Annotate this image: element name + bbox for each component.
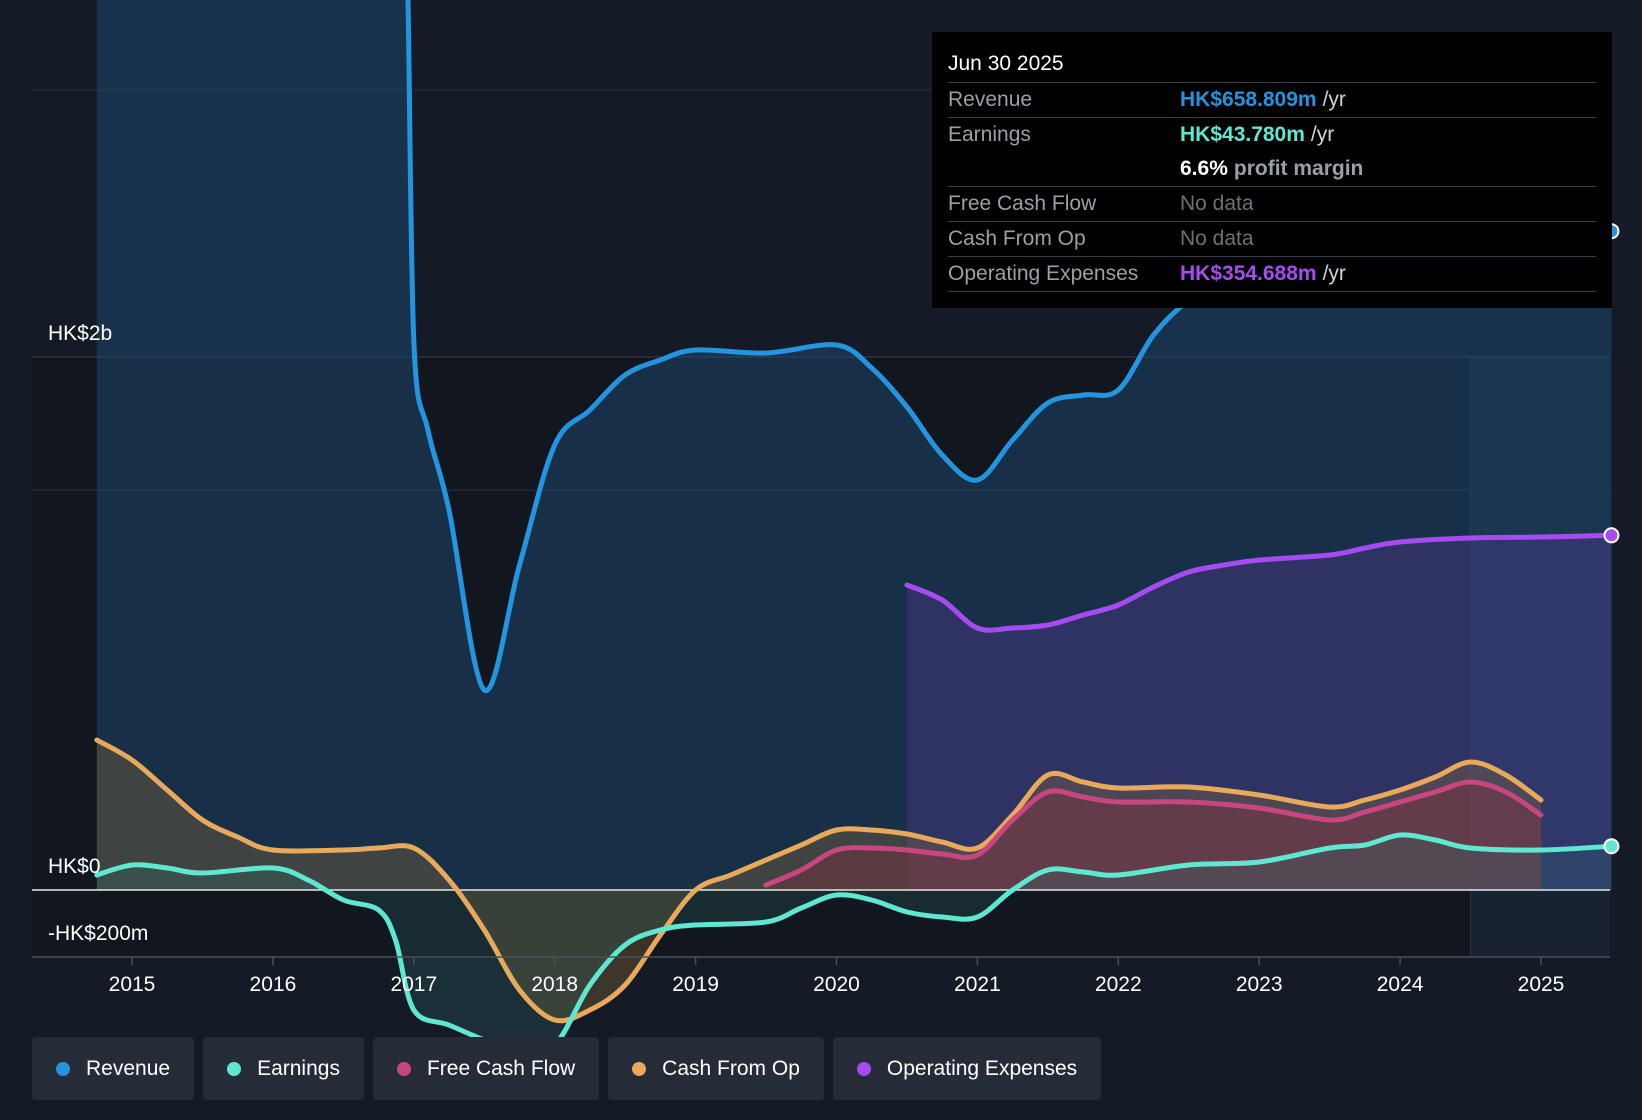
earnings-area [96, 834, 1612, 1037]
x-tick-label: 2015 [109, 973, 156, 996]
legend-label-fcf: Free Cash Flow [426, 1056, 576, 1080]
legend-item-cfo[interactable]: Cash From Op [608, 1037, 824, 1100]
fcf-area [766, 782, 1541, 890]
cfo-area [96, 740, 1541, 1021]
x-tick-label: 2022 [1095, 973, 1142, 996]
legend-label-opex: Operating Expenses [886, 1056, 1078, 1080]
financial-chart: 2015 2016 2017 2018 2019 2020 2021 2022 2023 2024… [32, 0, 1620, 1037]
x-tick-label: 2019 [672, 973, 719, 996]
tooltip-margin-label: profit margin [1233, 157, 1364, 180]
legend-dot-revenue-icon [56, 1061, 70, 1076]
tooltip-row-revenue: Revenue HK$658.809m /yr [948, 83, 1596, 118]
x-tick-label: 2021 [954, 973, 1001, 996]
tooltip-value-revenue: HK$658.809m [1180, 88, 1317, 111]
legend-label-earnings: Earnings [257, 1056, 340, 1080]
legend-dot-cfo-icon [632, 1061, 647, 1076]
tooltip-label-opex: Operating Expenses [948, 262, 1139, 285]
opex-end-point [1603, 527, 1620, 544]
tooltip-label-cfo: Cash From Op [948, 227, 1086, 250]
opex-area [907, 535, 1612, 890]
tooltip-date: Jun 30 2025 [948, 46, 1596, 83]
legend-item-revenue[interactable]: Revenue [32, 1037, 195, 1100]
tooltip-row-earnings: Earnings HK$43.780m /yr [948, 118, 1596, 152]
y-label-top: HK$2b [48, 322, 112, 345]
tooltip-row-cfo: Cash From Op No data [948, 222, 1596, 257]
legend-dot-earnings-icon [227, 1061, 242, 1076]
y-label-bottom: -HK$200m [48, 922, 148, 945]
tooltip-value-opex: HK$354.688m [1180, 262, 1317, 285]
legend-item-earnings[interactable]: Earnings [203, 1037, 364, 1100]
legend-item-fcf[interactable]: Free Cash Flow [372, 1037, 600, 1100]
x-axis-ticks: 2015 2016 2017 2018 2019 2020 2021 2022 2023 2024… [109, 957, 1565, 996]
opex-line [904, 532, 1614, 633]
data-tooltip: Jun 30 2025 Revenue HK$658.809m /yr Earn… [932, 32, 1612, 308]
chart-legend: Revenue Earnings Free Cash Flow Cash Fro… [32, 1037, 1110, 1100]
tooltip-value-fcf: No data [1180, 192, 1254, 215]
tooltip-label-earnings: Earnings [948, 123, 1031, 146]
tooltip-label-fcf: Free Cash Flow [948, 192, 1097, 215]
legend-dot-opex-icon [856, 1061, 871, 1076]
earnings-end-point [1603, 838, 1620, 855]
x-tick-label: 2018 [531, 973, 578, 996]
tooltip-value-cfo: No data [1180, 227, 1254, 250]
x-tick-label: 2016 [250, 973, 297, 996]
cfo-line [94, 737, 1544, 1024]
tooltip-row-fcf: Free Cash Flow No data [948, 187, 1596, 222]
x-tick-label: 2020 [813, 973, 860, 996]
legend-label-revenue: Revenue [86, 1056, 171, 1080]
tooltip-label-revenue: Revenue [948, 88, 1033, 111]
legend-dot-fcf-icon [396, 1061, 411, 1076]
legend-label-cfo: Cash From Op [662, 1056, 800, 1080]
earnings-line [94, 832, 1614, 1037]
fcf-line [763, 779, 1544, 888]
x-tick-label: 2025 [1518, 973, 1565, 996]
tooltip-row-margin: 6.6% profit margin [948, 152, 1596, 187]
x-tick-label: 2023 [1236, 973, 1283, 996]
x-tick-label: 2017 [390, 973, 437, 996]
tooltip-margin-value: 6.6% [1180, 157, 1228, 180]
tooltip-unit-earnings: /yr [1310, 123, 1335, 146]
legend-item-opex[interactable]: Operating Expenses [832, 1037, 1102, 1100]
tooltip-unit-opex: /yr [1322, 262, 1346, 285]
x-tick-label: 2024 [1377, 973, 1424, 996]
y-label-zero: HK$0 [48, 855, 101, 878]
tooltip-value-earnings: HK$43.780m [1180, 123, 1305, 146]
tooltip-row-opex: Operating Expenses HK$354.688m /yr [948, 257, 1596, 292]
tooltip-unit-revenue: /yr [1322, 88, 1346, 111]
series-areas [96, 0, 1612, 1037]
